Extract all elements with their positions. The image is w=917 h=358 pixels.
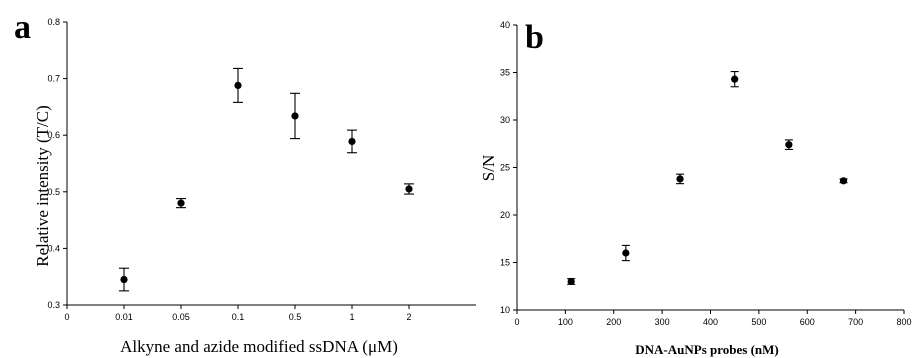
panel-b-data-point (784, 139, 793, 150)
panel-a-x-tick-label: 0.1 (232, 312, 245, 322)
panel-a-letter: a (14, 9, 31, 46)
panel-b-x-tick-label: 400 (703, 317, 718, 327)
panel-b: b S/N DNA-AuNPs probes (nM) 0 100 200 300 40… (479, 19, 912, 357)
panel-a-points (119, 67, 414, 292)
panel-a-y-axis-title: Relative intensity (T/C) (33, 105, 52, 266)
panel-b-y-tick-label: 25 (500, 163, 510, 173)
panel-b-data-point (730, 71, 739, 88)
panel-b-data-point (676, 173, 685, 185)
panel-b-y-tick-label: 35 (500, 68, 510, 78)
panel-b-marker (785, 141, 793, 149)
panel-a-y-tick-label: 0.6 (47, 130, 60, 140)
panel-b-x-tick-label: 200 (606, 317, 621, 327)
panel-b-marker (676, 175, 684, 183)
panel-a-x-tick-label: 0 (64, 312, 69, 322)
panel-a-x-tick-label: 0.05 (172, 312, 190, 322)
panel-b-x-tick-label: 700 (848, 317, 863, 327)
panel-b-y-ticks: 10 15 20 25 30 35 40 (500, 20, 517, 315)
panel-b-y-tick-label: 30 (500, 115, 510, 125)
panel-a-y-tick-label: 0.4 (47, 243, 60, 253)
panel-b-y-tick-label: 40 (500, 20, 510, 30)
panel-a-axes (66, 22, 476, 306)
panel-a-x-tick-label: 2 (406, 312, 411, 322)
panel-b-x-tick-label: 800 (896, 317, 911, 327)
panel-b-marker (622, 249, 630, 257)
panel-b-y-tick-label: 10 (500, 305, 510, 315)
panel-a-x-ticks: 0 0.01 0.05 0.1 0.5 1 2 (64, 305, 412, 322)
panel-b-marker (839, 177, 848, 185)
panel-b-letter: b (525, 19, 544, 56)
panel-a-marker (348, 137, 356, 146)
panel-b-data-point (839, 177, 848, 185)
panel-a-x-axis-title: Alkyne and azide modified ssDNA (μM) (120, 337, 398, 356)
panel-b-x-tick-label: 600 (800, 317, 815, 327)
panel-b-x-tick-label: 100 (558, 317, 573, 327)
panel-a-x-tick-label: 1 (349, 312, 354, 322)
panel-a-data-point (404, 183, 414, 195)
panel-b-axes (516, 25, 904, 311)
panel-a-marker (234, 81, 242, 89)
panel-a: a Relative intensity (T/C) Alkyne and az… (14, 9, 476, 356)
panel-b-marker (567, 277, 575, 286)
panel-a-data-point (233, 67, 243, 103)
panel-b-points (567, 71, 848, 286)
panel-a-y-ticks: 0.3 0.4 0.5 0.6 0.7 0.8 (47, 17, 67, 310)
panel-b-y-tick-label: 20 (500, 210, 510, 220)
panel-a-y-tick-label: 0.8 (47, 17, 60, 27)
panel-b-y-tick-label: 15 (500, 258, 510, 268)
panel-a-data-point (347, 129, 357, 154)
panel-a-x-tick-label: 0.01 (115, 312, 133, 322)
panel-b-x-tick-label: 500 (751, 317, 766, 327)
panel-b-data-point (621, 244, 630, 262)
panel-a-x-tick-label: 0.5 (289, 312, 302, 322)
panel-b-x-ticks: 0 100 200 300 400 500 600 700 800 (514, 310, 912, 327)
panel-a-marker (177, 199, 185, 207)
panel-a-data-point (290, 92, 300, 140)
panel-b-marker (731, 75, 739, 83)
panel-a-marker (405, 185, 413, 193)
panel-b-data-point (567, 277, 576, 286)
panel-b-x-tick-label: 0 (514, 317, 519, 327)
panel-a-marker (120, 275, 128, 284)
panel-a-data-point (119, 267, 129, 292)
panel-a-data-point (176, 198, 186, 209)
panel-a-y-tick-label: 0.5 (47, 187, 60, 197)
panel-a-y-tick-label: 0.3 (47, 300, 60, 310)
panel-b-x-axis-title: DNA-AuNPs probes (nM) (635, 342, 778, 357)
panel-a-marker (291, 112, 299, 120)
panel-b-x-tick-label: 300 (655, 317, 670, 327)
panel-a-y-tick-label: 0.7 (47, 74, 60, 84)
panel-b-y-axis-title: S/N (479, 155, 498, 181)
